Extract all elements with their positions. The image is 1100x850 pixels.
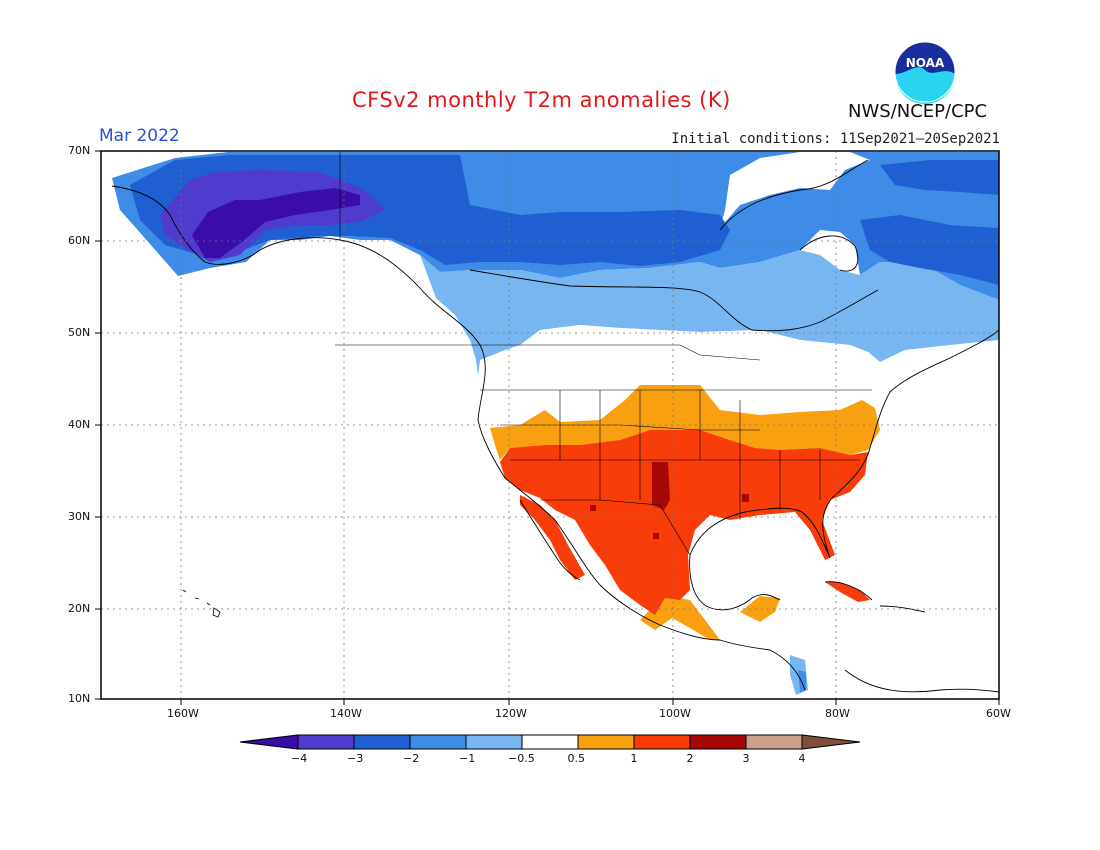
- us-neutral: [476, 325, 880, 428]
- anomaly-region-plus1: [500, 430, 868, 615]
- colorbar-label: 0.5: [567, 752, 586, 765]
- anomaly-region-minus2-east: [860, 215, 999, 285]
- anomaly-region-plus1-cuba: [825, 582, 870, 602]
- colorbar-swatch: [353, 734, 411, 750]
- colorbar-label: 2: [686, 752, 694, 765]
- logo-text: NOAA: [906, 56, 945, 70]
- colorbar-arrow-high: [801, 734, 861, 750]
- anomaly-region-minus4: [192, 188, 360, 258]
- hawaii: [182, 589, 221, 618]
- graticule: [101, 151, 999, 699]
- coastlines: [111, 159, 999, 693]
- colorbar-label: −1: [459, 752, 476, 765]
- colorbar-swatch: [633, 734, 691, 750]
- colorbar-label: 4: [798, 752, 806, 765]
- lat-label: 10N: [68, 692, 91, 705]
- anomaly-region-plus05-yucatan: [740, 596, 780, 622]
- greenland-neutral: [720, 152, 870, 228]
- lon-label: 160W: [167, 707, 199, 720]
- colorbar-swatch: [577, 734, 635, 750]
- anomaly-region-plus2-small-3: [653, 533, 659, 539]
- axis-ticks: [95, 150, 1000, 705]
- colorbar-label: 1: [630, 752, 638, 765]
- colorbar-swatch: [297, 734, 355, 750]
- colorbar-swatch: [465, 734, 523, 750]
- lat-label: 50N: [68, 326, 91, 339]
- anomaly-region-plus2: [652, 462, 670, 510]
- forecast-period: Mar 2022: [99, 126, 180, 146]
- anomaly-region-plus1-baja: [520, 495, 585, 580]
- lat-label: 70N: [68, 144, 91, 157]
- colorbar-label: −3: [347, 752, 364, 765]
- anomaly-fields: [111, 152, 999, 695]
- borders: [335, 152, 872, 556]
- anomaly-region-minus2-ne: [880, 160, 999, 195]
- anomaly-region-plus2-small-2: [590, 505, 596, 511]
- lon-label: 140W: [330, 707, 362, 720]
- agency-label: NWS/NCEP/CPC: [848, 101, 988, 122]
- anomaly-region-plus2-small: [742, 494, 749, 502]
- lat-label: 60N: [68, 234, 91, 247]
- colorbar-swatch: [521, 734, 579, 750]
- colorbar-label: −0.5: [508, 752, 535, 765]
- colorbar-swatch: [689, 734, 747, 750]
- lat-label: 40N: [68, 418, 91, 431]
- noaa-logo: NOAA: [894, 41, 956, 104]
- colorbar-swatch: [745, 734, 803, 750]
- lon-label: 100W: [659, 707, 691, 720]
- lat-label: 30N: [68, 510, 91, 523]
- initial-conditions: Initial conditions: 11Sep2021–20Sep2021: [671, 131, 1000, 147]
- lon-label: 120W: [495, 707, 527, 720]
- colorbar-label: −4: [291, 752, 308, 765]
- lon-label: 80W: [825, 707, 850, 720]
- colorbar-arrow-low: [239, 734, 299, 750]
- lon-label: 60W: [986, 707, 1011, 720]
- colorbar-label: 3: [742, 752, 750, 765]
- lat-label: 20N: [68, 602, 91, 615]
- anomaly-region-plus05: [490, 385, 880, 460]
- map-title: CFSv2 monthly T2m anomalies (K): [352, 88, 731, 112]
- colorbar: [239, 734, 861, 750]
- colorbar-swatch: [409, 734, 467, 750]
- colorbar-label: −2: [403, 752, 420, 765]
